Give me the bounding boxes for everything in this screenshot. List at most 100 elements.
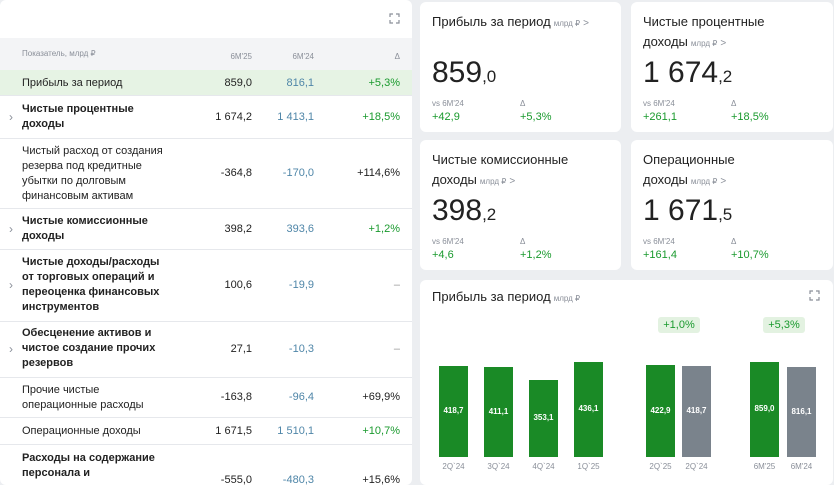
kpi-card-profit[interactable]: Прибыль за период млрд ₽ > 859,0 vs 6M'24 … (420, 2, 621, 132)
card-title[interactable]: Прибыль за период млрд ₽ > (432, 14, 589, 29)
card-value: 1 674,2 (643, 56, 733, 89)
chevron-right-icon[interactable]: › (9, 222, 13, 236)
row-value-6m24: 816,1 (286, 77, 314, 89)
abs-change: +161,4 (643, 249, 677, 261)
row-name: Операционные доходы (22, 425, 141, 437)
table-row[interactable]: › Чистые процентные доходы 1 674,2 1 413… (0, 96, 412, 139)
row-value-6m25: 859,0 (224, 77, 252, 89)
column-header-6m25[interactable]: 6M'25 (230, 52, 252, 61)
unit-label: млрд ₽ (479, 177, 507, 186)
x-axis-tick-label: 3Q`24 (487, 462, 510, 471)
bar-value-label: 411,1 (488, 407, 509, 416)
table-row[interactable]: Операционные доходы 1 671,5 1 510,1 +10,… (0, 418, 412, 445)
profit-chart-card: Прибыль за период млрд ₽ +1,0% +5,3% 418,… (420, 280, 833, 485)
row-name: Чистый расход от создания резерва под кр… (22, 145, 163, 202)
x-axis-tick-label: 1Q`25 (577, 462, 600, 471)
chart-bar[interactable] (646, 365, 675, 457)
delta-label: Δ (731, 237, 737, 246)
x-axis-tick-label: 4Q`24 (532, 462, 555, 471)
row-value-6m24: -19,9 (288, 279, 314, 291)
change-badge: +5,3% (763, 317, 805, 333)
chart-title: Прибыль за период млрд ₽ (432, 289, 581, 304)
delta-label: Δ (520, 237, 526, 246)
kpi-card-net-fee-income[interactable]: Чистые комиссионные доходы млрд ₽ > 398,2 … (420, 140, 621, 270)
bar-value-label: 436,1 (578, 404, 599, 413)
bar-value-label: 816,1 (791, 407, 812, 416)
table-row[interactable]: › Обесценение активов и чистое создание … (0, 322, 412, 378)
card-title[interactable]: Операционные доходы млрд ₽ > (643, 152, 735, 187)
chart-bar[interactable] (574, 362, 603, 457)
chevron-right-icon[interactable]: › (9, 110, 13, 124)
kpi-card-net-interest-income[interactable]: Чистые процентные доходы млрд ₽ > 1 674,2 … (631, 2, 833, 132)
table-header: Показатель, млрд ₽ 6M'25 6M'24 Δ (0, 38, 412, 70)
chart-bar[interactable] (529, 380, 558, 457)
row-value-delta: +5,3% (368, 77, 401, 89)
row-value-6m24: 1 510,1 (277, 425, 314, 437)
chart-bar[interactable] (682, 366, 711, 457)
row-value-6m25: -163,8 (220, 391, 252, 403)
card-title[interactable]: Чистые процентные доходы млрд ₽ > (643, 14, 765, 49)
abs-change: +261,1 (643, 111, 677, 123)
indicators-table-panel: Показатель, млрд ₽ 6M'25 6M'24 Δ Прибыль… (0, 0, 412, 485)
unit-label: млрд ₽ (690, 39, 718, 48)
delta-label: Δ (731, 99, 737, 108)
chevron-right-icon[interactable]: > (720, 176, 727, 187)
table-row[interactable]: › Чистые комиссионные доходы 398,2 393,6… (0, 209, 412, 250)
change-badge: +1,0% (658, 317, 700, 333)
row-value-delta: +15,6% (362, 474, 400, 485)
pct-change: +1,2% (520, 249, 552, 261)
row-name: Прибыль за период (22, 77, 123, 89)
row-value-6m24: -170,0 (282, 167, 314, 179)
chart-bar[interactable] (484, 367, 513, 457)
table-row[interactable]: Расходы на содержание персонала и -555,0… (0, 445, 412, 485)
row-value-delta: +10,7% (362, 425, 400, 437)
card-value: 1 671,5 (643, 194, 733, 227)
chart-bar[interactable] (439, 366, 468, 457)
row-value-delta: +69,9% (362, 391, 400, 403)
column-header-indicator: Показатель, млрд ₽ (22, 49, 96, 58)
row-value-delta: +18,5% (362, 111, 400, 123)
row-value-6m24: 1 413,1 (277, 111, 314, 123)
row-value-delta: +1,2% (368, 223, 401, 235)
compare-label: vs 6M'24 (643, 99, 675, 108)
row-value-6m25: -555,0 (220, 474, 252, 485)
row-value-6m24: -96,4 (288, 391, 314, 403)
card-value: 859,0 (432, 56, 497, 89)
row-value-6m25: 1 674,2 (215, 111, 252, 123)
bar-value-label: 418,7 (686, 406, 707, 415)
table-row[interactable]: Прочие чистые операционные расходы -163,… (0, 378, 412, 418)
kpi-card-operating-income[interactable]: Операционные доходы млрд ₽ > 1 671,5 vs 6M… (631, 140, 833, 270)
chevron-right-icon[interactable]: › (9, 342, 13, 356)
card-title[interactable]: Чистые комиссионные доходы млрд ₽ > (432, 152, 569, 187)
chevron-right-icon[interactable]: › (9, 278, 13, 292)
unit-label: млрд ₽ (553, 294, 581, 303)
row-name: Расходы на содержание персонала и (22, 452, 155, 479)
expand-icon[interactable] (809, 290, 821, 302)
row-value-6m24: -10,3 (288, 343, 314, 355)
chevron-right-icon[interactable]: > (583, 18, 589, 29)
row-value-6m25: 1 671,5 (215, 425, 252, 437)
compare-label: vs 6M'24 (643, 237, 675, 246)
chevron-right-icon[interactable]: > (509, 176, 516, 187)
table-row[interactable]: Прибыль за период 859,0 816,1 +5,3% (0, 70, 412, 96)
row-name: Прочие чистые операционные расходы (22, 384, 144, 411)
row-value-6m25: 398,2 (224, 223, 252, 235)
row-name: Чистые процентные доходы (22, 103, 134, 130)
pct-change: +10,7% (731, 249, 769, 261)
pct-change: +5,3% (520, 111, 552, 123)
x-axis-tick-label: 6M'24 (790, 462, 813, 471)
row-name: Чистые доходы/расходы от торговых операц… (22, 256, 160, 313)
row-value-6m25: 100,6 (224, 279, 252, 291)
pct-change: +18,5% (731, 111, 769, 123)
bar-value-label: 422,9 (650, 406, 671, 415)
expand-icon[interactable] (389, 13, 401, 25)
chart-bar[interactable] (750, 362, 779, 457)
column-header-6m24[interactable]: 6M'24 (292, 52, 314, 61)
column-header-delta[interactable]: Δ (394, 52, 400, 61)
table-row[interactable]: › Чистые доходы/расходы от торговых опер… (0, 250, 412, 322)
row-value-delta: – (393, 279, 400, 291)
x-axis-tick-label: 6M'25 (753, 462, 776, 471)
table-row[interactable]: Чистый расход от создания резерва под кр… (0, 139, 412, 209)
chevron-right-icon[interactable]: > (720, 38, 727, 49)
chart-bar[interactable] (787, 367, 816, 457)
